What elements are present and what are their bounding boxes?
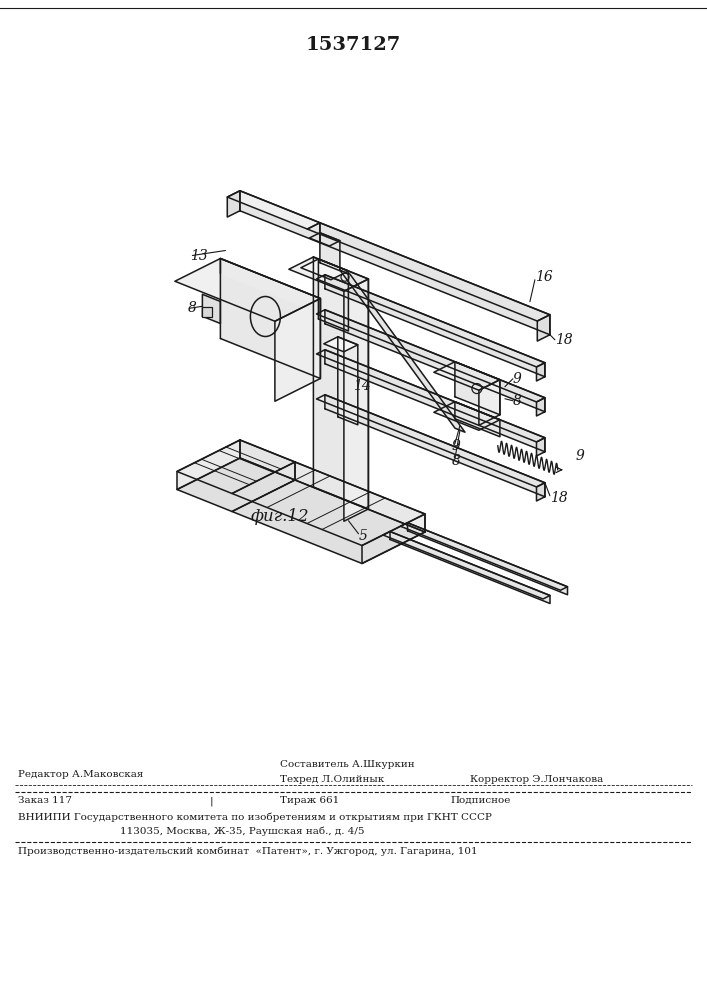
Text: |: |: [210, 796, 214, 806]
Polygon shape: [177, 440, 240, 489]
Text: 8: 8: [187, 301, 197, 315]
Text: 113035, Москва, Ж-35, Раушская наб., д. 4/5: 113035, Москва, Ж-35, Раушская наб., д. …: [120, 826, 365, 836]
Polygon shape: [175, 258, 320, 321]
Polygon shape: [338, 337, 358, 425]
Polygon shape: [325, 395, 545, 497]
Text: 1537127: 1537127: [305, 36, 401, 54]
Polygon shape: [317, 395, 545, 487]
Polygon shape: [537, 438, 545, 456]
Polygon shape: [301, 259, 349, 280]
Polygon shape: [232, 480, 425, 564]
Text: Корректор Э.Лончакова: Корректор Э.Лончакова: [470, 775, 603, 784]
Text: Составитель А.Шкуркин: Составитель А.Шкуркин: [280, 760, 414, 769]
Text: Заказ 117: Заказ 117: [18, 796, 72, 805]
Text: 16: 16: [535, 270, 553, 284]
Text: Производственно-издательский комбинат  «Патент», г. Ужгород, ул. Гагарина, 101: Производственно-издательский комбинат «П…: [18, 846, 478, 856]
Polygon shape: [479, 380, 500, 425]
Polygon shape: [407, 523, 568, 595]
Polygon shape: [289, 257, 368, 291]
Polygon shape: [310, 233, 340, 246]
Text: 18: 18: [555, 333, 573, 347]
Polygon shape: [320, 233, 340, 271]
Polygon shape: [390, 532, 550, 603]
Text: Подписное: Подписное: [450, 796, 510, 805]
Text: фиг.12: фиг.12: [250, 508, 309, 525]
Polygon shape: [400, 523, 568, 590]
Polygon shape: [340, 270, 465, 432]
Polygon shape: [324, 337, 358, 352]
Text: Тираж 661: Тираж 661: [280, 796, 339, 805]
Text: 9: 9: [452, 439, 461, 453]
Polygon shape: [383, 532, 550, 599]
Polygon shape: [537, 315, 550, 341]
Polygon shape: [232, 462, 425, 546]
Text: Редактор А.Маковская: Редактор А.Маковская: [18, 770, 144, 779]
Polygon shape: [344, 279, 368, 521]
Polygon shape: [317, 310, 545, 402]
Text: 8: 8: [513, 394, 522, 408]
Polygon shape: [227, 191, 240, 217]
Polygon shape: [318, 259, 349, 331]
Polygon shape: [240, 440, 295, 480]
Polygon shape: [221, 258, 320, 378]
Polygon shape: [227, 191, 320, 229]
Polygon shape: [275, 298, 320, 401]
Polygon shape: [320, 223, 550, 335]
Polygon shape: [325, 275, 545, 377]
Text: 9: 9: [513, 372, 522, 386]
Text: 18: 18: [550, 491, 568, 505]
Text: 14: 14: [353, 379, 370, 393]
Text: Техред Л.Олийнык: Техред Л.Олийнык: [280, 775, 384, 784]
Polygon shape: [325, 310, 545, 412]
Polygon shape: [317, 275, 545, 367]
Text: ВНИИПИ Государственного комитета по изобретениям и открытиям при ГКНТ СССР: ВНИИПИ Государственного комитета по изоб…: [18, 812, 492, 822]
Polygon shape: [308, 223, 550, 321]
Polygon shape: [313, 257, 368, 509]
Text: 5: 5: [358, 529, 368, 543]
FancyBboxPatch shape: [202, 307, 212, 317]
Text: 13: 13: [190, 248, 208, 262]
Polygon shape: [434, 362, 500, 390]
Text: 8: 8: [452, 454, 461, 468]
Polygon shape: [177, 458, 295, 512]
Polygon shape: [537, 363, 545, 381]
Polygon shape: [202, 294, 221, 324]
Text: 9: 9: [575, 449, 585, 463]
Polygon shape: [537, 398, 545, 416]
Polygon shape: [240, 191, 320, 243]
Polygon shape: [325, 350, 545, 452]
Polygon shape: [537, 483, 545, 501]
Polygon shape: [455, 402, 500, 437]
Polygon shape: [434, 402, 500, 430]
Polygon shape: [455, 362, 500, 415]
Polygon shape: [295, 462, 425, 532]
Polygon shape: [177, 440, 295, 493]
Polygon shape: [317, 350, 545, 442]
Polygon shape: [221, 258, 320, 314]
Polygon shape: [362, 514, 425, 564]
